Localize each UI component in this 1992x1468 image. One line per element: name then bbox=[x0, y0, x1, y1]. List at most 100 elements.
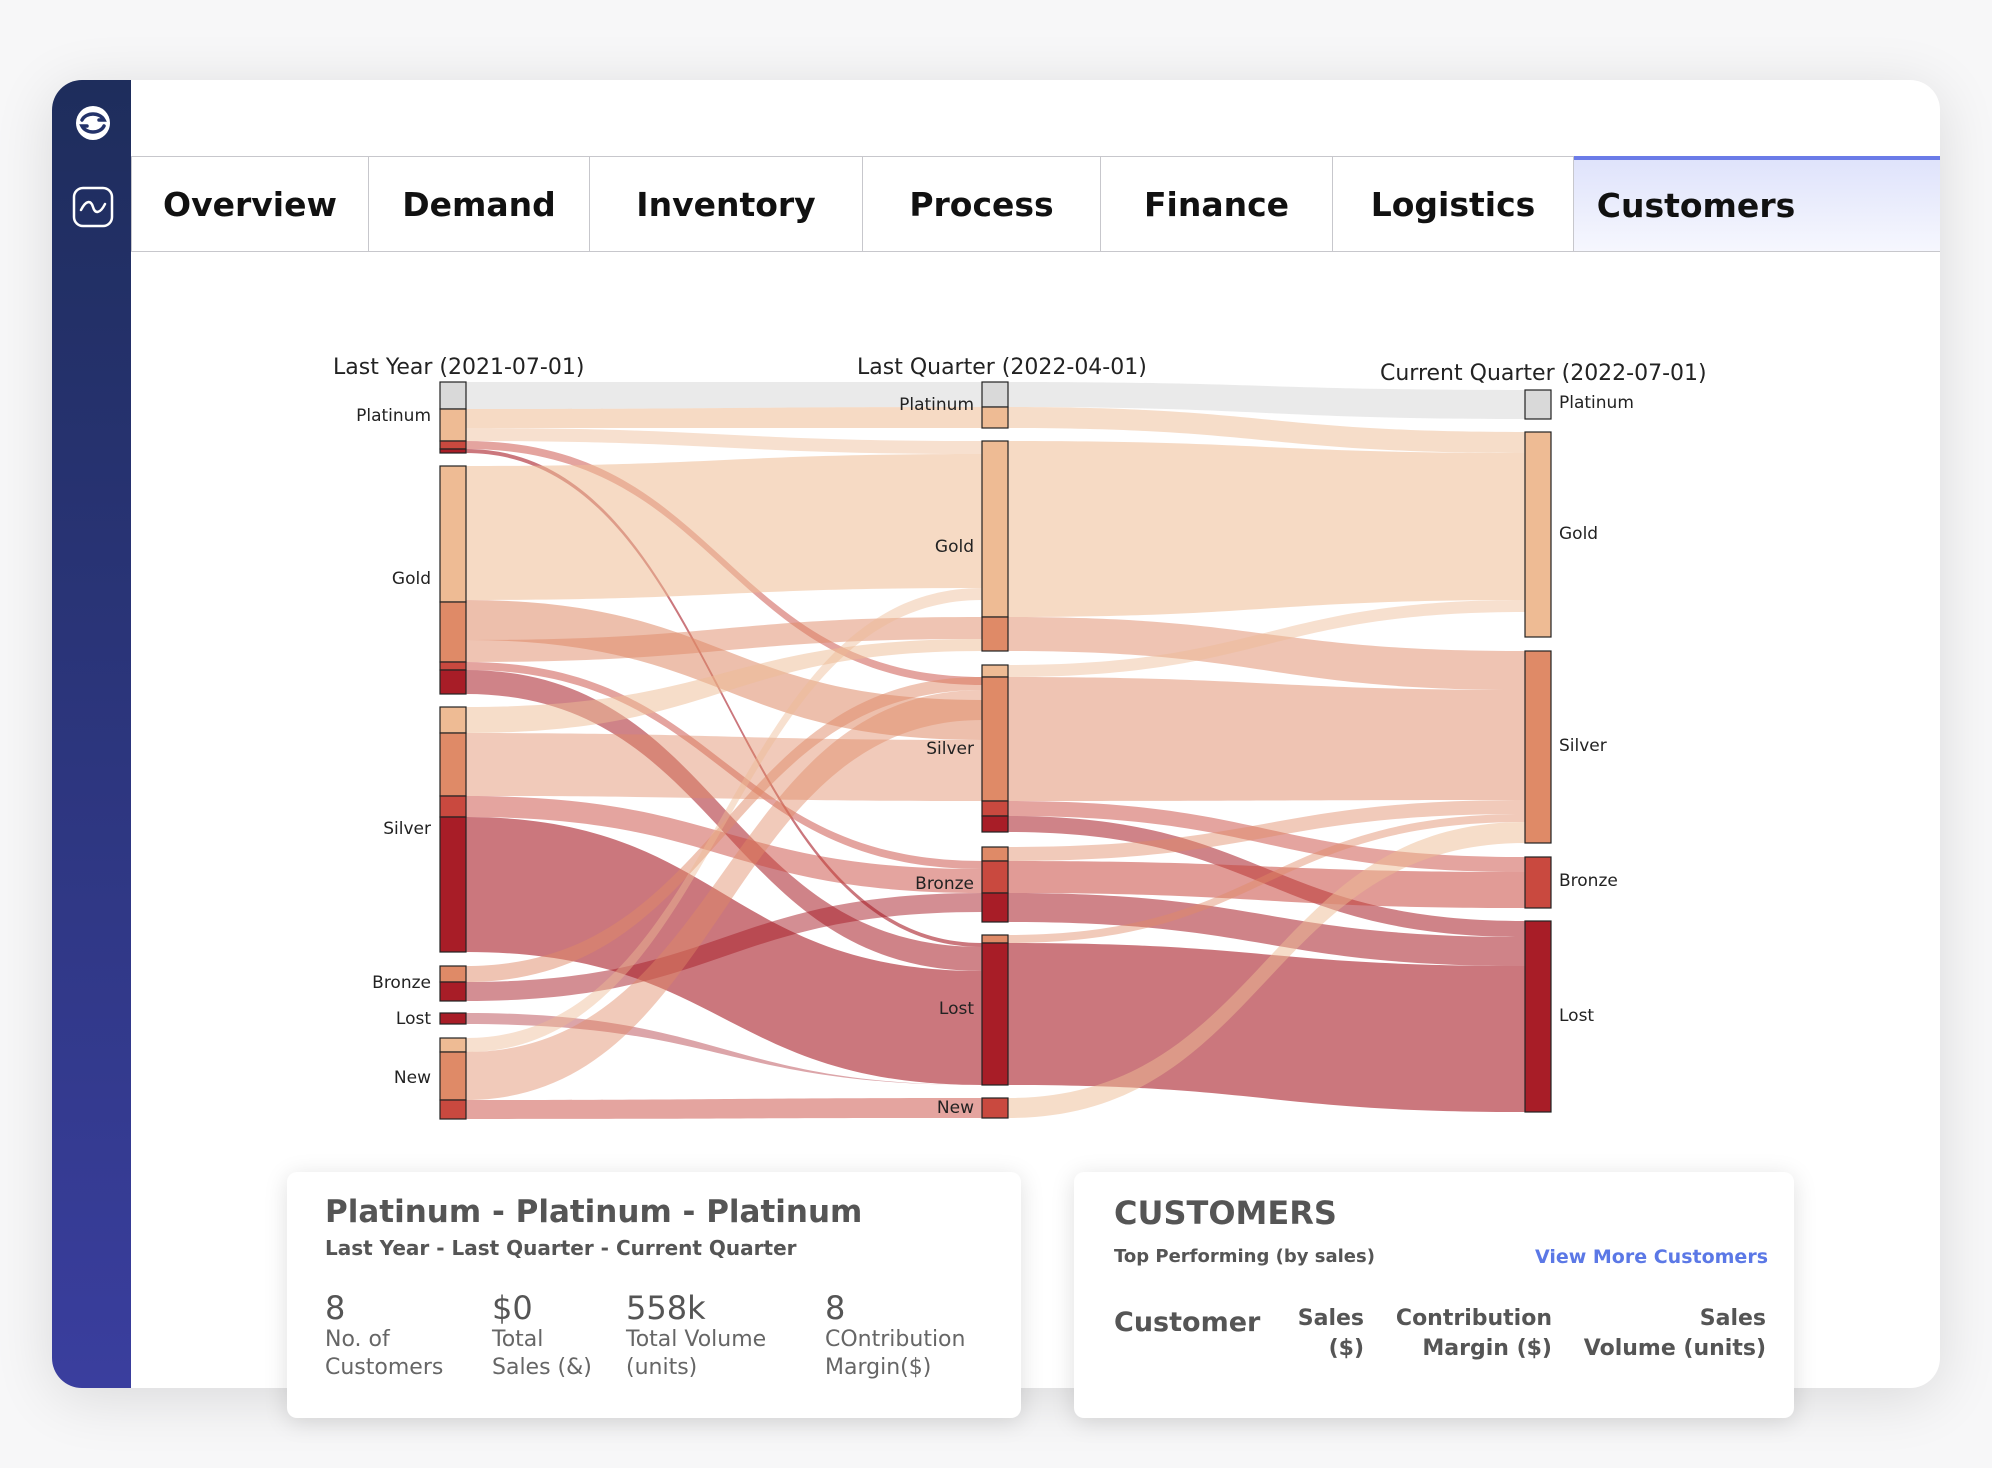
column-title-last-quarter: Last Quarter (2022-04-01) bbox=[857, 355, 1147, 380]
app-logo-icon[interactable] bbox=[74, 104, 112, 142]
sankey-node-current-quarter[interactable] bbox=[1524, 389, 1552, 420]
sankey-link[interactable] bbox=[1008, 600, 1525, 677]
stat-customers: 8 No. of Customers bbox=[325, 1290, 443, 1382]
node-label-lq-platinum: Platinum bbox=[899, 395, 974, 415]
sankey-node-last-quarter[interactable] bbox=[981, 440, 1009, 618]
view-more-customers-link[interactable]: View More Customers bbox=[1534, 1246, 1768, 1268]
tab-demand[interactable]: Demand bbox=[369, 156, 590, 252]
sankey-node-last-quarter[interactable] bbox=[981, 676, 1009, 802]
stat-value: 8 bbox=[825, 1289, 846, 1327]
sankey-node-last-year[interactable] bbox=[439, 816, 467, 953]
sankey-link[interactable] bbox=[466, 600, 982, 740]
sankey-node-current-quarter[interactable] bbox=[1524, 920, 1552, 1113]
sankey-node-last-year[interactable] bbox=[439, 440, 467, 450]
sankey-link[interactable] bbox=[1008, 441, 1525, 617]
tab-process[interactable]: Process bbox=[863, 156, 1101, 252]
selection-subtitle: Last Year - Last Quarter - Current Quart… bbox=[325, 1236, 797, 1260]
stat-label: No. of Customers bbox=[325, 1327, 444, 1380]
sankey-link[interactable] bbox=[466, 796, 982, 893]
sankey-node-current-quarter[interactable] bbox=[1524, 856, 1552, 909]
sankey-node-last-year[interactable] bbox=[439, 1037, 467, 1053]
column-header-contribution-margin[interactable]: Contribution Margin ($) bbox=[1395, 1306, 1552, 1361]
sankey-link[interactable] bbox=[1008, 800, 1525, 861]
sankey-link[interactable] bbox=[466, 454, 982, 600]
sankey-node-last-quarter[interactable] bbox=[981, 1097, 1009, 1119]
node-label-cq-bronze: Bronze bbox=[1559, 871, 1618, 891]
sankey-node-current-quarter[interactable] bbox=[1524, 431, 1552, 638]
sankey-node-last-year[interactable] bbox=[439, 381, 467, 410]
node-label-cq-gold: Gold bbox=[1559, 524, 1598, 544]
sankey-link[interactable] bbox=[466, 662, 982, 869]
sankey-link[interactable] bbox=[466, 639, 982, 733]
sankey-link[interactable] bbox=[466, 1098, 982, 1119]
column-title-current-quarter: Current Quarter (2022-07-01) bbox=[1380, 361, 1707, 386]
stat-total-volume: 558k Total Volume (units) bbox=[626, 1290, 766, 1382]
sankey-node-last-quarter[interactable] bbox=[981, 846, 1009, 862]
sankey-node-last-year[interactable] bbox=[439, 1012, 467, 1025]
sankey-link[interactable] bbox=[466, 670, 982, 971]
sankey-node-last-year[interactable] bbox=[439, 981, 467, 1002]
sankey-node-last-year[interactable] bbox=[439, 669, 467, 695]
sankey-node-last-year[interactable] bbox=[439, 448, 467, 454]
sankey-link[interactable] bbox=[1008, 893, 1525, 966]
selection-details-card: Platinum - Platinum - Platinum Last Year… bbox=[287, 1172, 1021, 1418]
sankey-node-last-quarter[interactable] bbox=[981, 934, 1009, 944]
node-label-lq-new: New bbox=[937, 1098, 974, 1118]
tab-logistics[interactable]: Logistics bbox=[1333, 156, 1574, 252]
sankey-node-last-year[interactable] bbox=[439, 732, 467, 797]
stat-value: 8 bbox=[325, 1289, 346, 1327]
sankey-link[interactable] bbox=[1008, 861, 1525, 908]
sankey-link[interactable] bbox=[466, 733, 982, 801]
column-header-sales-volume[interactable]: Sales Volume (units) bbox=[1583, 1306, 1766, 1361]
sankey-node-last-quarter[interactable] bbox=[981, 942, 1009, 1086]
sankey-link[interactable] bbox=[466, 382, 982, 409]
node-label-lq-gold: Gold bbox=[935, 537, 974, 557]
sankey-node-current-quarter[interactable] bbox=[1524, 650, 1552, 844]
sankey-link[interactable] bbox=[466, 893, 982, 1001]
tab-customers[interactable]: Customers bbox=[1574, 156, 1940, 252]
node-label-ly-bronze: Bronze bbox=[372, 973, 431, 993]
sankey-link[interactable] bbox=[466, 449, 982, 947]
sankey-node-last-quarter[interactable] bbox=[981, 860, 1009, 894]
column-header-sales[interactable]: Sales ($) bbox=[1297, 1306, 1364, 1361]
sankey-node-last-quarter[interactable] bbox=[981, 406, 1009, 429]
sankey-node-last-quarter[interactable] bbox=[981, 381, 1009, 408]
sankey-chart: Last Year (2021-07-01) Last Quarter (202… bbox=[333, 355, 1707, 1120]
sankey-node-last-year[interactable] bbox=[439, 1051, 467, 1101]
stat-label: Total Volume (units) bbox=[626, 1327, 767, 1380]
sankey-link[interactable] bbox=[466, 617, 982, 662]
sankey-node-last-year[interactable] bbox=[439, 1099, 467, 1120]
sankey-link[interactable] bbox=[466, 407, 982, 428]
sankey-node-last-quarter[interactable] bbox=[981, 815, 1009, 833]
tab-finance[interactable]: Finance bbox=[1101, 156, 1333, 252]
sankey-node-last-year[interactable] bbox=[439, 408, 467, 442]
tab-overview[interactable]: Overview bbox=[131, 156, 369, 252]
analytics-icon[interactable] bbox=[72, 186, 114, 228]
node-label-ly-platinum: Platinum bbox=[356, 406, 431, 426]
sankey-link[interactable] bbox=[1008, 382, 1525, 419]
sankey-node-last-year[interactable] bbox=[439, 601, 467, 663]
sankey-node-last-year[interactable] bbox=[439, 661, 467, 671]
sankey-link[interactable] bbox=[466, 690, 982, 1100]
sankey-link[interactable] bbox=[1008, 617, 1525, 690]
sankey-node-last-year[interactable] bbox=[439, 795, 467, 818]
tab-inventory[interactable]: Inventory bbox=[590, 156, 863, 252]
sankey-link[interactable] bbox=[1008, 814, 1525, 943]
sankey-node-last-year[interactable] bbox=[439, 465, 467, 603]
sankey-link[interactable] bbox=[1008, 677, 1525, 801]
sankey-link[interactable] bbox=[466, 588, 982, 1052]
sankey-node-last-quarter[interactable] bbox=[981, 892, 1009, 923]
column-header-customer[interactable]: Customer bbox=[1114, 1307, 1261, 1338]
sankey-node-last-quarter[interactable] bbox=[981, 616, 1009, 652]
sankey-nodes bbox=[439, 381, 1552, 1120]
sankey-node-last-quarter[interactable] bbox=[981, 664, 1009, 678]
sankey-link[interactable] bbox=[1008, 407, 1525, 453]
sankey-node-last-quarter[interactable] bbox=[981, 800, 1009, 817]
stat-value: 558k bbox=[626, 1289, 706, 1327]
sankey-node-last-year[interactable] bbox=[439, 965, 467, 983]
sankey-link[interactable] bbox=[466, 677, 982, 982]
sankey-link[interactable] bbox=[466, 428, 982, 454]
sankey-link[interactable] bbox=[466, 1013, 982, 1085]
sankey-node-last-year[interactable] bbox=[439, 706, 467, 734]
sankey-link[interactable] bbox=[1008, 822, 1525, 1118]
